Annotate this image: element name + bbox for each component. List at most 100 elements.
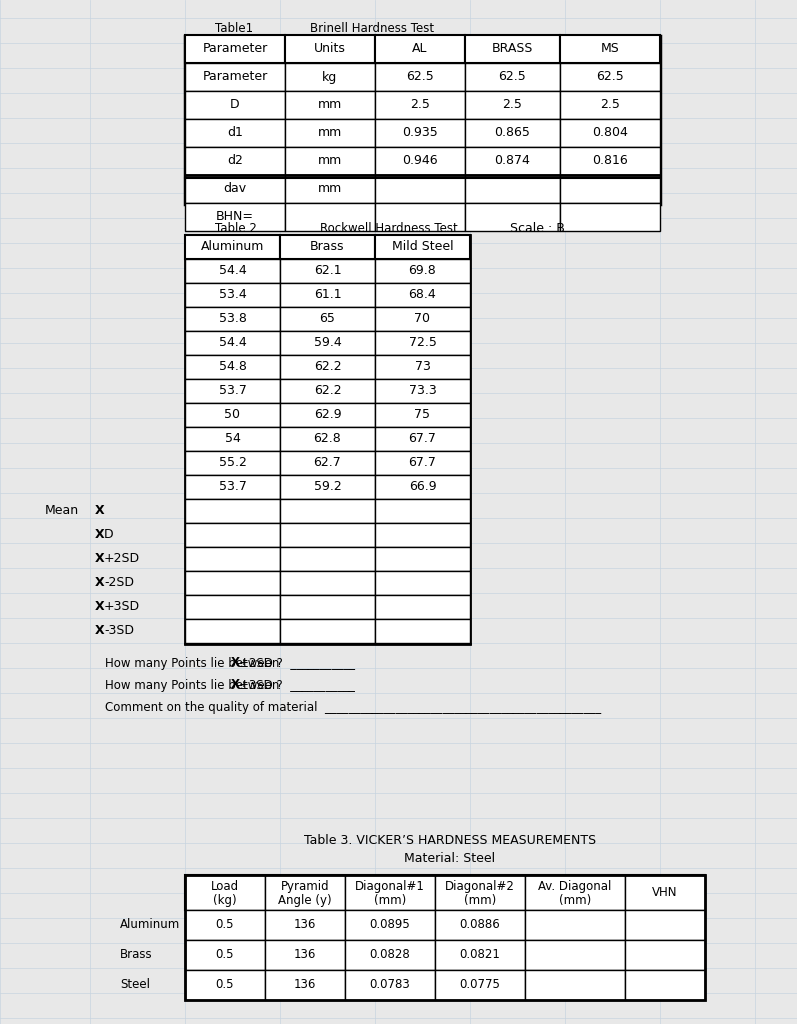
Bar	[375, 259, 470, 283]
Bar	[185, 331, 280, 355]
Bar	[185, 147, 285, 175]
Bar	[185, 874, 705, 1000]
Bar	[185, 283, 280, 307]
Bar	[285, 147, 375, 175]
Text: 73.3: 73.3	[409, 384, 437, 397]
Bar	[375, 331, 470, 355]
Text: Mean: Mean	[45, 505, 79, 517]
Bar	[465, 35, 560, 63]
Bar	[435, 940, 525, 970]
Text: Table 2: Table 2	[215, 221, 257, 234]
Bar	[185, 203, 285, 231]
Text: 0.5: 0.5	[216, 979, 234, 991]
Text: 53.4: 53.4	[218, 289, 246, 301]
Bar	[185, 379, 280, 403]
Bar	[375, 91, 465, 119]
Bar	[280, 571, 375, 595]
Bar	[560, 147, 660, 175]
Text: 0.816: 0.816	[592, 155, 628, 168]
Text: 136: 136	[294, 948, 316, 962]
Bar	[185, 63, 285, 91]
Text: 0.946: 0.946	[402, 155, 438, 168]
Text: Rockwell Hardness Test: Rockwell Hardness Test	[320, 221, 457, 234]
Text: mm: mm	[318, 98, 342, 112]
Bar	[375, 63, 465, 91]
Text: BRASS: BRASS	[492, 43, 533, 55]
Bar	[375, 595, 470, 618]
Text: Material: Steel: Material: Steel	[404, 852, 496, 864]
Bar	[345, 874, 435, 910]
Bar	[280, 595, 375, 618]
Bar	[185, 970, 265, 1000]
Bar	[375, 451, 470, 475]
Text: X: X	[231, 656, 240, 670]
Bar	[375, 147, 465, 175]
Text: AL: AL	[412, 43, 428, 55]
Bar	[185, 571, 280, 595]
Bar	[375, 618, 470, 643]
Text: 65: 65	[320, 312, 336, 326]
Bar	[375, 234, 470, 259]
Bar	[185, 35, 285, 63]
Text: 2.5: 2.5	[503, 98, 523, 112]
Text: 62.8: 62.8	[314, 432, 341, 445]
Bar	[465, 91, 560, 119]
Bar	[375, 307, 470, 331]
Bar	[435, 910, 525, 940]
Bar	[525, 874, 625, 910]
Text: 0.865: 0.865	[495, 127, 531, 139]
Bar	[625, 970, 705, 1000]
Text: X: X	[95, 528, 104, 542]
Bar	[185, 475, 280, 499]
Bar	[375, 403, 470, 427]
Text: Parameter: Parameter	[202, 71, 268, 84]
Text: Angle (y): Angle (y)	[278, 894, 332, 907]
Text: 0.0886: 0.0886	[460, 919, 501, 932]
Bar	[375, 499, 470, 523]
Bar	[375, 571, 470, 595]
Bar	[285, 119, 375, 147]
Text: X: X	[95, 553, 104, 565]
Bar	[185, 547, 280, 571]
Text: 62.7: 62.7	[314, 457, 341, 469]
Bar	[185, 234, 280, 259]
Bar	[560, 63, 660, 91]
Bar	[560, 91, 660, 119]
Bar	[375, 119, 465, 147]
Text: (mm): (mm)	[464, 894, 496, 907]
Bar	[625, 910, 705, 940]
Bar	[525, 970, 625, 1000]
Text: Brass: Brass	[120, 948, 152, 962]
Text: Av. Diagonal: Av. Diagonal	[538, 880, 611, 893]
Bar	[375, 355, 470, 379]
Text: X: X	[95, 505, 104, 517]
Text: MS: MS	[601, 43, 619, 55]
Text: mm: mm	[318, 182, 342, 196]
Text: ±3SD ?  ___________: ±3SD ? ___________	[239, 679, 355, 691]
Text: Table 3. VICKER’S HARDNESS MEASUREMENTS: Table 3. VICKER’S HARDNESS MEASUREMENTS	[304, 834, 596, 847]
Text: Diagonal#2: Diagonal#2	[445, 880, 515, 893]
Text: +2SD: +2SD	[104, 553, 140, 565]
Text: X: X	[231, 679, 240, 691]
Text: 53.8: 53.8	[218, 312, 246, 326]
Text: 55.2: 55.2	[218, 457, 246, 469]
Text: 59.4: 59.4	[314, 337, 341, 349]
Bar	[185, 259, 280, 283]
Text: mm: mm	[318, 127, 342, 139]
Text: 136: 136	[294, 919, 316, 932]
Bar	[185, 499, 280, 523]
Text: 53.7: 53.7	[218, 480, 246, 494]
Bar	[185, 355, 280, 379]
Bar	[280, 355, 375, 379]
Text: Aluminum: Aluminum	[201, 241, 264, 254]
Text: 62.1: 62.1	[314, 264, 341, 278]
Text: 0.804: 0.804	[592, 127, 628, 139]
Bar	[185, 427, 280, 451]
Text: Pyramid: Pyramid	[281, 880, 329, 893]
Text: Aluminum: Aluminum	[120, 919, 180, 932]
Text: 0.5: 0.5	[216, 948, 234, 962]
Text: Load: Load	[211, 880, 239, 893]
Bar	[185, 874, 705, 910]
Text: 62.5: 62.5	[499, 71, 526, 84]
Text: -3SD: -3SD	[104, 625, 134, 638]
